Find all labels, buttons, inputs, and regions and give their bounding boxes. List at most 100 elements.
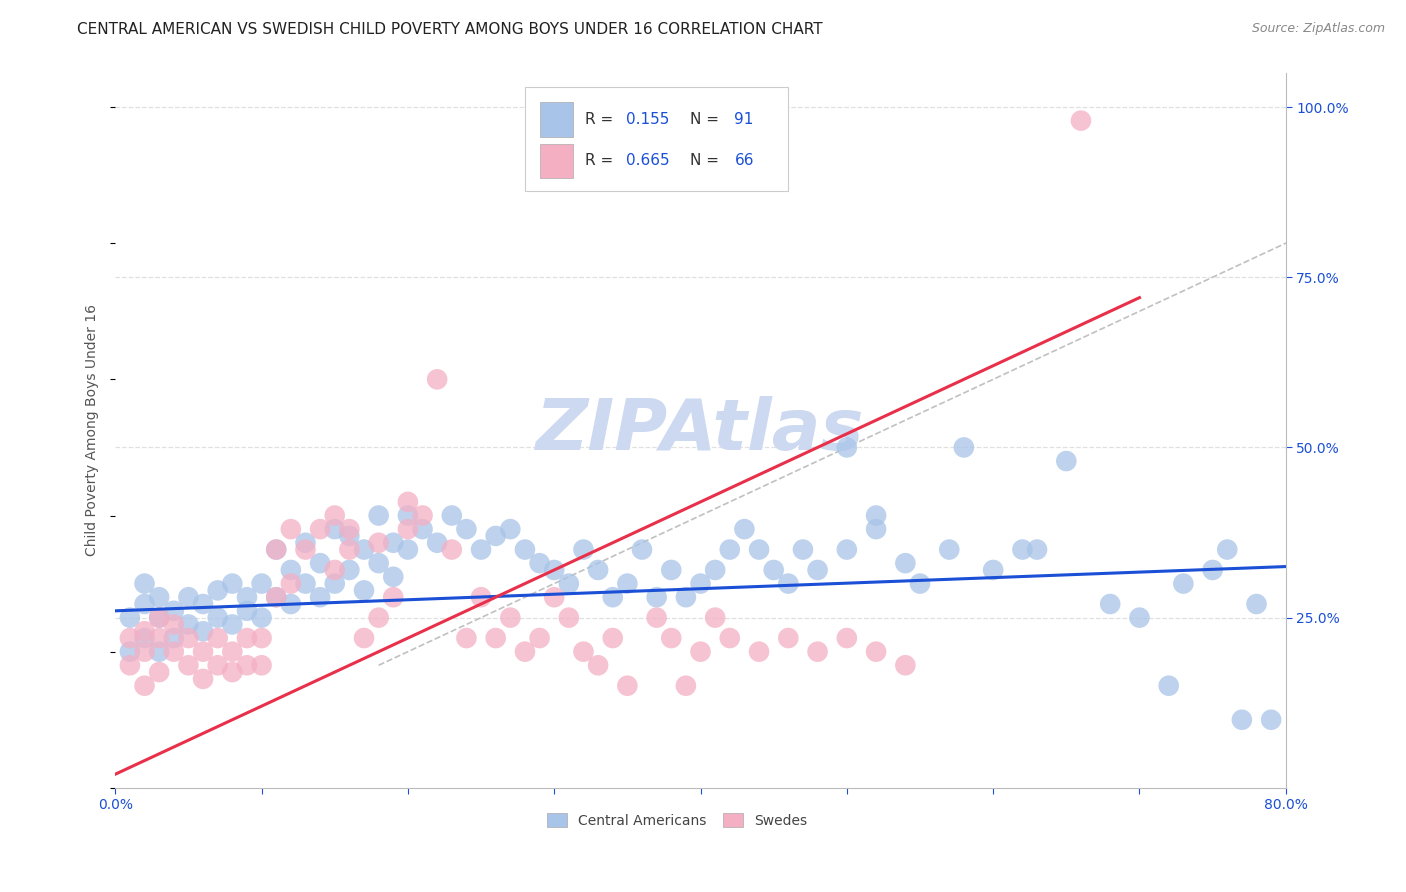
FancyBboxPatch shape <box>524 87 789 191</box>
Point <box>733 522 755 536</box>
Point <box>323 522 346 536</box>
Point <box>616 679 638 693</box>
Point <box>250 576 273 591</box>
Point <box>1026 542 1049 557</box>
Point <box>1128 610 1150 624</box>
Point <box>1246 597 1268 611</box>
Point <box>778 576 800 591</box>
Point <box>353 631 375 645</box>
Point <box>748 542 770 557</box>
Point <box>543 563 565 577</box>
Text: 0.155: 0.155 <box>626 112 669 127</box>
Point <box>309 522 332 536</box>
Point <box>835 631 858 645</box>
Point <box>806 645 828 659</box>
Point <box>456 631 478 645</box>
Point <box>396 495 419 509</box>
Point <box>675 679 697 693</box>
Point <box>499 610 522 624</box>
Point <box>894 556 917 570</box>
Point <box>294 535 316 549</box>
Text: Source: ZipAtlas.com: Source: ZipAtlas.com <box>1251 22 1385 36</box>
Point <box>294 542 316 557</box>
Point <box>148 645 170 659</box>
Point <box>280 563 302 577</box>
Y-axis label: Child Poverty Among Boys Under 16: Child Poverty Among Boys Under 16 <box>86 304 100 557</box>
Point <box>250 658 273 673</box>
Point <box>645 610 668 624</box>
Point <box>236 591 259 605</box>
Point <box>558 576 581 591</box>
Point <box>1201 563 1223 577</box>
Point <box>689 576 711 591</box>
Point <box>778 631 800 645</box>
Point <box>513 645 536 659</box>
Point <box>485 631 508 645</box>
Point <box>264 591 287 605</box>
Point <box>207 583 229 598</box>
Point <box>645 591 668 605</box>
Point <box>689 645 711 659</box>
Point <box>148 631 170 645</box>
Point <box>118 645 141 659</box>
Point <box>718 631 741 645</box>
Point <box>470 591 492 605</box>
Point <box>1230 713 1253 727</box>
Point <box>367 535 389 549</box>
Point <box>134 597 156 611</box>
Point <box>616 576 638 591</box>
Point <box>396 522 419 536</box>
Point <box>353 542 375 557</box>
Point <box>323 576 346 591</box>
Point <box>659 631 682 645</box>
Point <box>1173 576 1195 591</box>
Point <box>865 508 887 523</box>
Point <box>309 591 332 605</box>
Point <box>264 542 287 557</box>
Point <box>337 563 360 577</box>
Point <box>134 645 156 659</box>
Point <box>207 658 229 673</box>
Point <box>163 604 186 618</box>
Point <box>177 631 200 645</box>
FancyBboxPatch shape <box>540 144 572 178</box>
Point <box>762 563 785 577</box>
Point <box>191 597 214 611</box>
Point <box>221 576 243 591</box>
Point <box>134 576 156 591</box>
Point <box>529 631 551 645</box>
Point <box>337 522 360 536</box>
Point <box>382 535 405 549</box>
Point <box>953 441 976 455</box>
Point <box>118 658 141 673</box>
Point <box>865 645 887 659</box>
Point <box>309 556 332 570</box>
Point <box>264 542 287 557</box>
Point <box>177 591 200 605</box>
Point <box>835 542 858 557</box>
Point <box>118 631 141 645</box>
Point <box>148 610 170 624</box>
Point <box>280 522 302 536</box>
Point <box>134 631 156 645</box>
Text: ZIPAtlas: ZIPAtlas <box>536 396 865 465</box>
Text: 0.665: 0.665 <box>626 153 669 169</box>
Point <box>631 542 654 557</box>
Point <box>558 610 581 624</box>
Text: N =: N = <box>690 112 724 127</box>
Point <box>1099 597 1122 611</box>
Point <box>938 542 960 557</box>
Text: 66: 66 <box>734 153 754 169</box>
Point <box>148 610 170 624</box>
Point <box>177 617 200 632</box>
Point <box>586 658 609 673</box>
Point <box>865 522 887 536</box>
Point <box>412 508 434 523</box>
Point <box>1070 113 1092 128</box>
Point <box>602 591 624 605</box>
Point <box>440 542 463 557</box>
Point <box>908 576 931 591</box>
Point <box>337 542 360 557</box>
Point <box>382 570 405 584</box>
Point <box>602 631 624 645</box>
